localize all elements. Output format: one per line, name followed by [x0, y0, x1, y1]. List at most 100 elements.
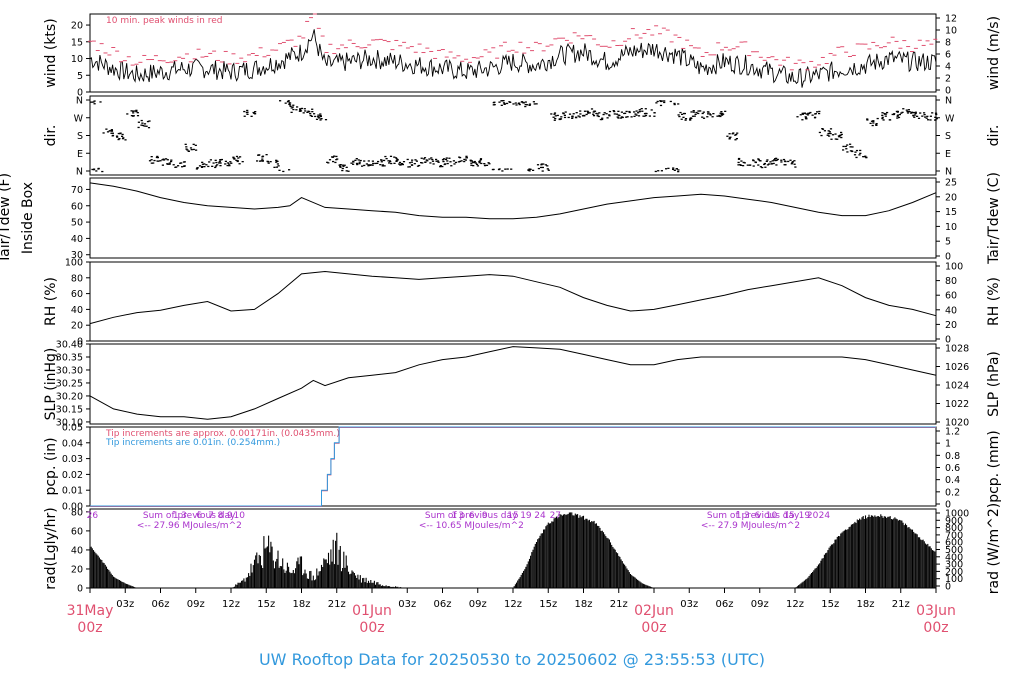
direction-point [590, 108, 594, 110]
y-tick-label: 5 [77, 71, 83, 82]
sun-hour-label: 3 [744, 511, 750, 521]
direction-point [828, 135, 831, 137]
direction-point [309, 113, 312, 115]
direction-point [562, 113, 565, 115]
direction-point [734, 139, 737, 141]
y-tick-label: 20 [71, 564, 83, 575]
y-tick-label-right: 25 [945, 178, 957, 189]
sun-hour-label: 7 [208, 511, 214, 521]
direction-point [845, 148, 848, 150]
direction-point [406, 158, 409, 161]
y-tick-label-right: 20 [945, 192, 957, 203]
direction-point [706, 116, 709, 118]
direction-point [673, 103, 676, 106]
direction-point [612, 110, 615, 112]
y-tick-label: 60 [71, 526, 83, 537]
direction-point [444, 158, 448, 161]
direction-point [121, 138, 125, 140]
direction-point [177, 165, 180, 167]
y-tick-label-right: W [945, 113, 955, 124]
direction-point [230, 162, 233, 164]
y-tick-label-right: 0 [945, 335, 951, 346]
direction-point [463, 160, 466, 163]
direction-point [390, 162, 393, 165]
y-tick-label-right: 1020 [945, 418, 969, 429]
x-tick-label: 12z [786, 599, 804, 610]
direction-point [842, 145, 845, 148]
direction-point [659, 100, 662, 102]
direction-point [399, 164, 402, 166]
direction-point [179, 162, 182, 164]
direction-point [284, 102, 287, 104]
direction-point [187, 150, 190, 152]
direction-point [598, 112, 601, 114]
y-tick-label-right: 0.2 [945, 487, 960, 498]
direction-point [132, 115, 135, 117]
direction-point [597, 115, 600, 118]
direction-point [140, 119, 143, 122]
direction-point [853, 154, 857, 156]
direction-point [214, 165, 218, 167]
direction-points [90, 100, 938, 173]
direction-point [183, 165, 186, 167]
direction-point [117, 132, 120, 135]
y-tick-label: 80 [71, 507, 83, 518]
x-tick-label: 09z [469, 599, 487, 610]
direction-point [257, 154, 260, 156]
direction-point [571, 115, 574, 117]
direction-point [289, 105, 292, 107]
direction-point [638, 109, 641, 111]
direction-point [532, 169, 535, 171]
direction-point [145, 125, 148, 127]
y-tick-label: 60 [71, 201, 83, 212]
direction-point [601, 118, 604, 121]
direction-point [540, 163, 543, 165]
direction-point [739, 164, 743, 166]
direction-point [336, 158, 339, 160]
x-day-hour-label: 00z [923, 620, 948, 636]
direction-point [460, 160, 463, 162]
direction-point [829, 128, 833, 130]
direction-point [537, 167, 540, 170]
direction-point [862, 156, 865, 158]
direction-point [869, 122, 872, 124]
direction-point [327, 162, 330, 164]
direction-point [742, 165, 745, 167]
direction-point [851, 146, 854, 148]
direction-point [414, 159, 417, 161]
direction-point [497, 168, 501, 171]
direction-point [882, 119, 885, 121]
direction-point [855, 149, 859, 152]
direction-point [475, 163, 479, 165]
direction-point [416, 165, 420, 167]
direction-point [473, 161, 476, 164]
y-tick-label-right: 0 [945, 252, 951, 263]
direction-point [277, 165, 280, 167]
direction-point [875, 123, 878, 125]
direction-point [478, 160, 482, 162]
direction-point [544, 164, 547, 166]
direction-point [772, 162, 775, 165]
x-day-hour-label: 00z [359, 620, 384, 636]
direction-point [163, 159, 166, 161]
direction-point [500, 104, 503, 106]
direction-point [881, 112, 884, 114]
y-tick-label: 30.25 [56, 378, 83, 389]
direction-point [479, 159, 482, 161]
direction-point [124, 139, 127, 141]
direction-point [363, 160, 366, 162]
direction-point [299, 108, 302, 110]
direction-point [487, 162, 490, 164]
direction-point [341, 169, 344, 172]
direction-point [296, 106, 299, 108]
direction-point [866, 118, 869, 120]
direction-point [764, 166, 767, 168]
direction-point [805, 117, 808, 119]
direction-point [388, 162, 391, 164]
direction-point [121, 135, 124, 137]
direction-point [292, 104, 295, 106]
direction-point [437, 161, 440, 163]
direction-point [311, 108, 314, 110]
y-axis-label-right: SLP (hPa) [986, 351, 1002, 417]
direction-point [552, 116, 555, 118]
